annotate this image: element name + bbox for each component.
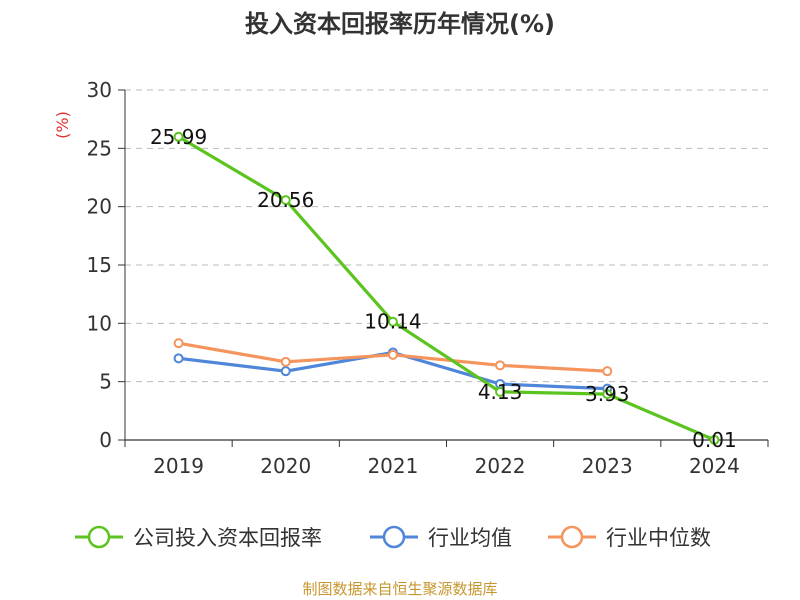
data-point — [387, 316, 398, 327]
series-line — [177, 135, 716, 442]
x-tick-label: 2021 — [367, 454, 418, 478]
data-point — [709, 434, 720, 445]
data-label: 0.01 — [692, 428, 737, 452]
legend-label: 公司投入资本回报率 — [133, 526, 322, 550]
data-labels: 25.99 20.56 10.14 4.13 3.93 0.01 — [150, 125, 737, 452]
data-point — [495, 386, 506, 397]
data-point — [280, 195, 291, 206]
source-note: 制图数据来自恒生聚源数据库 — [302, 580, 498, 598]
y-tick-label: 0 — [99, 428, 112, 452]
data-point — [173, 131, 184, 142]
legend: 公司投入资本回报率 行业均值 行业中位数 — [75, 525, 711, 550]
data-point — [387, 349, 398, 360]
y-axis-label: (%) — [53, 111, 72, 139]
y-tick-label: 20 — [87, 195, 112, 219]
y-tick-label: 5 — [99, 370, 112, 394]
data-label: 4.13 — [478, 380, 523, 404]
data-label: 10.14 — [364, 310, 421, 334]
data-label: 25.99 — [150, 125, 207, 149]
legend-marker — [87, 525, 111, 549]
data-point — [280, 356, 291, 367]
data-point — [602, 366, 613, 377]
axes: 0 5 10 15 20 25 30 2019 2020 2021 2022 2023 2024 (%) — [53, 78, 769, 478]
x-tick-label: 2022 — [475, 454, 526, 478]
grid-lines — [125, 89, 768, 383]
x-tick-label: 2020 — [260, 454, 311, 478]
data-point — [173, 338, 184, 349]
data-label: 20.56 — [257, 188, 314, 212]
y-tick-label: 10 — [87, 311, 112, 335]
x-tick-label: 2023 — [582, 454, 633, 478]
x-tick-label: 2024 — [689, 454, 740, 478]
legend-label: 行业中位数 — [606, 526, 711, 550]
legend-marker — [560, 525, 584, 549]
series-lines — [173, 131, 720, 445]
data-point — [280, 366, 291, 377]
y-tick-label: 15 — [87, 253, 112, 277]
y-tick-label: 30 — [87, 78, 112, 102]
legend-label: 行业均值 — [428, 526, 512, 550]
data-label: 3.93 — [585, 382, 630, 406]
legend-marker — [382, 525, 406, 549]
data-point — [173, 353, 184, 364]
data-point — [602, 389, 613, 400]
data-point — [495, 360, 506, 371]
chart-title: 投入资本回报率历年情况(%) — [245, 10, 555, 38]
y-tick-label: 25 — [87, 136, 112, 160]
x-tick-label: 2019 — [153, 454, 204, 478]
